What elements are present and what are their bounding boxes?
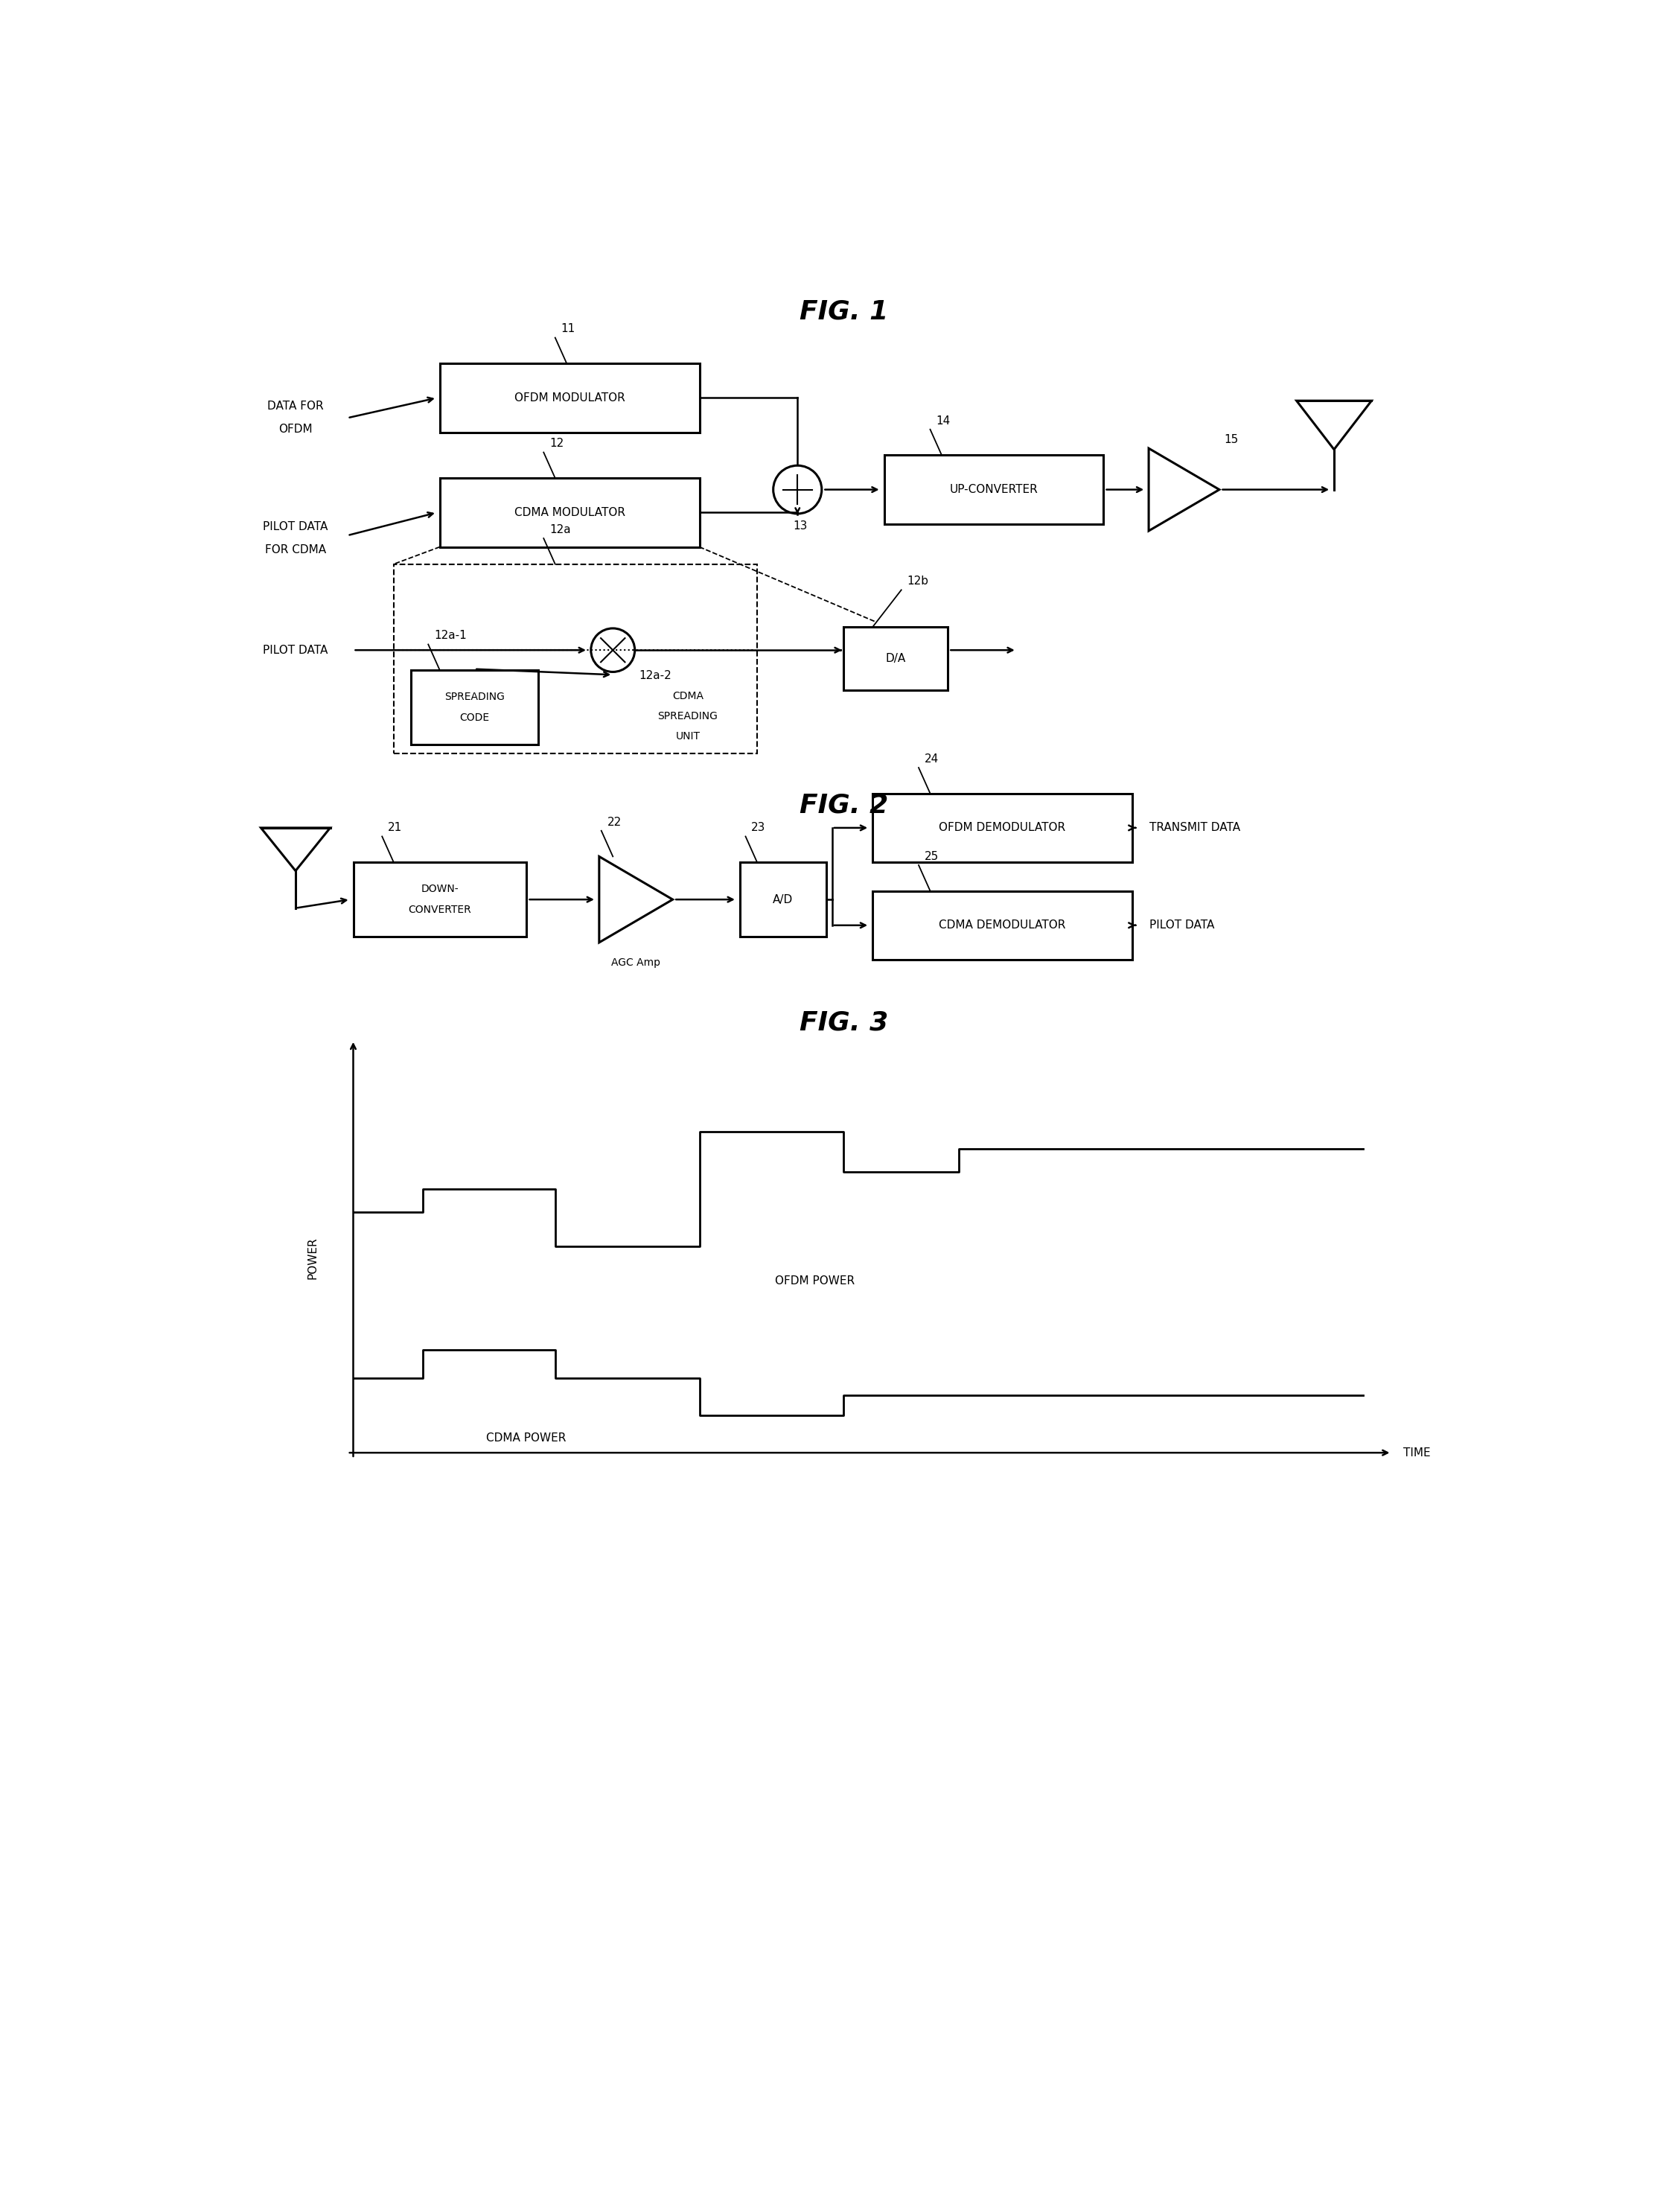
Bar [440, 363, 699, 431]
Text: 25: 25 [925, 852, 938, 863]
Bar [393, 564, 757, 754]
Polygon shape [599, 856, 672, 942]
Text: FIG. 3: FIG. 3 [799, 1011, 888, 1035]
Text: CDMA DEMODULATOR: CDMA DEMODULATOR [940, 920, 1065, 931]
Text: 12a: 12a [550, 524, 570, 535]
Text: UNIT: UNIT [675, 730, 701, 741]
Bar [411, 670, 538, 745]
Text: 12a-2: 12a-2 [639, 670, 672, 681]
Text: PILOT DATA: PILOT DATA [1149, 920, 1214, 931]
Text: CODE: CODE [460, 712, 490, 723]
Text: 14: 14 [936, 416, 950, 427]
Polygon shape [1149, 449, 1219, 531]
Polygon shape [1296, 400, 1371, 449]
Bar [873, 794, 1132, 863]
Text: 22: 22 [607, 816, 622, 827]
Bar [353, 863, 527, 936]
Text: 15: 15 [1224, 434, 1239, 445]
Text: SPREADING: SPREADING [657, 710, 717, 721]
Bar [739, 863, 826, 936]
Text: D/A: D/A [886, 653, 906, 664]
Text: 21: 21 [388, 823, 403, 834]
Text: A/D: A/D [772, 894, 793, 905]
Text: CONVERTER: CONVERTER [408, 905, 472, 916]
Text: CDMA POWER: CDMA POWER [487, 1433, 567, 1444]
Circle shape [590, 628, 635, 672]
Text: 23: 23 [751, 823, 766, 834]
Bar [884, 456, 1104, 524]
Bar [844, 628, 948, 690]
Text: TIME: TIME [1403, 1447, 1431, 1458]
Text: FOR CDMA: FOR CDMA [264, 544, 326, 555]
Text: DATA FOR: DATA FOR [268, 400, 324, 411]
Text: CDMA: CDMA [672, 690, 704, 701]
Text: OFDM POWER: OFDM POWER [774, 1274, 854, 1287]
Text: FIG. 1: FIG. 1 [799, 299, 888, 325]
Circle shape [772, 465, 821, 513]
Text: FIG. 2: FIG. 2 [799, 792, 888, 818]
Text: SPREADING: SPREADING [445, 692, 505, 703]
Text: 12b: 12b [908, 575, 928, 586]
Text: PILOT DATA: PILOT DATA [263, 522, 328, 533]
Text: OFDM: OFDM [279, 425, 313, 436]
Text: 11: 11 [560, 323, 575, 334]
Text: UP-CONVERTER: UP-CONVERTER [950, 484, 1038, 495]
Text: 13: 13 [793, 520, 808, 531]
Bar [440, 478, 699, 546]
Text: OFDM DEMODULATOR: OFDM DEMODULATOR [940, 823, 1065, 834]
Text: AGC Amp: AGC Amp [612, 958, 660, 969]
Text: TRANSMIT DATA: TRANSMIT DATA [1149, 823, 1241, 834]
Text: CDMA MODULATOR: CDMA MODULATOR [513, 507, 625, 518]
Text: OFDM MODULATOR: OFDM MODULATOR [515, 392, 625, 403]
Polygon shape [261, 827, 329, 872]
Text: 12: 12 [550, 438, 563, 449]
Text: DOWN-: DOWN- [421, 885, 458, 894]
Text: POWER: POWER [308, 1237, 318, 1279]
Text: 12a-1: 12a-1 [435, 630, 466, 641]
Text: PILOT DATA: PILOT DATA [263, 644, 328, 655]
Text: 24: 24 [925, 754, 938, 765]
Bar [873, 891, 1132, 960]
